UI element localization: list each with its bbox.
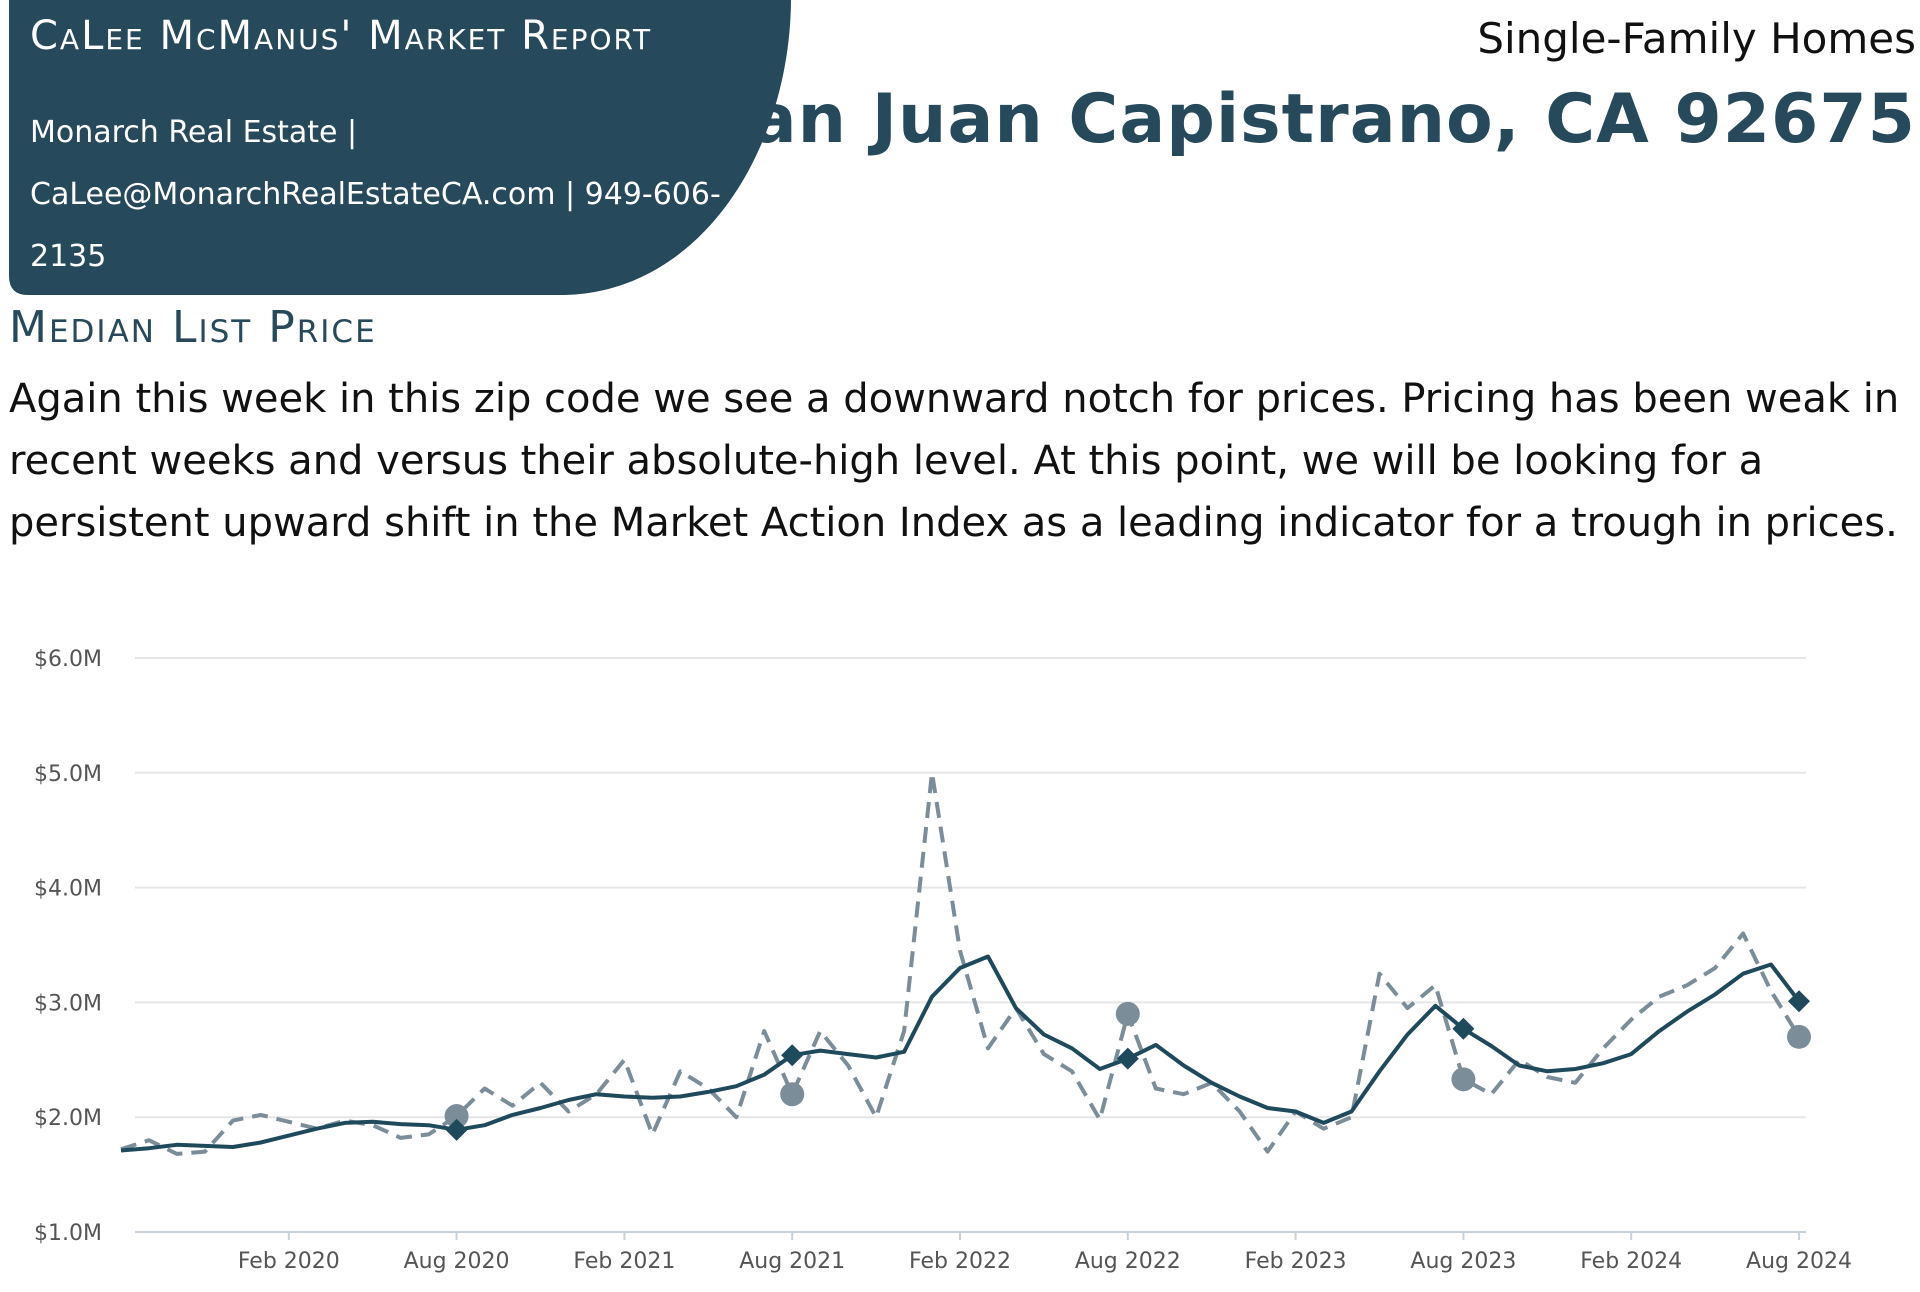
x-tick-label: Aug 2022 <box>1075 1249 1181 1274</box>
x-tick-label: Aug 2021 <box>739 1249 845 1274</box>
header-banner <box>9 0 791 295</box>
x-tick-label: Aug 2024 <box>1746 1249 1852 1274</box>
point-marker <box>1115 1001 1140 1026</box>
section-title: Median List Price <box>9 302 377 353</box>
y-tick-label: $4.0M <box>34 877 102 902</box>
x-tick-label: Feb 2024 <box>1580 1249 1682 1274</box>
y-tick-label: $3.0M <box>34 991 102 1016</box>
y-tick-label: $2.0M <box>34 1106 102 1131</box>
x-tick-label: Feb 2021 <box>573 1249 675 1274</box>
title: San Juan Capistrano, CA 92675 <box>700 80 1916 159</box>
x-tick-label: Feb 2020 <box>238 1249 340 1274</box>
point-marker <box>780 1082 805 1107</box>
point-marker <box>1788 990 1810 1013</box>
point-marker <box>1451 1067 1476 1092</box>
section-text: Again this week in this zip code we see … <box>9 376 1900 546</box>
x-tick-label: Feb 2022 <box>909 1249 1011 1274</box>
x-tick-label: Aug 2023 <box>1410 1249 1516 1274</box>
y-tick-label: $6.0M <box>34 647 102 672</box>
x-tick-label: Aug 2020 <box>404 1249 510 1274</box>
x-tick-label: Feb 2023 <box>1245 1249 1347 1274</box>
point-marker <box>1116 1047 1139 1070</box>
contact: Monarch Real Estate | CaLee@MonarchRealE… <box>30 115 721 274</box>
point-marker <box>445 1118 468 1141</box>
brand: CaLee McManus' Market Report <box>30 13 653 59</box>
point-marker <box>1787 1024 1811 1049</box>
point-marker <box>444 1104 469 1129</box>
series-line <box>120 770 1801 1156</box>
subtitle: Single-Family Homes <box>1477 14 1916 63</box>
y-tick-label: $5.0M <box>34 762 102 787</box>
y-tick-label: $1.0M <box>34 1221 102 1246</box>
point-marker <box>1452 1017 1475 1040</box>
point-marker <box>781 1044 804 1067</box>
series-line <box>120 954 1801 1153</box>
